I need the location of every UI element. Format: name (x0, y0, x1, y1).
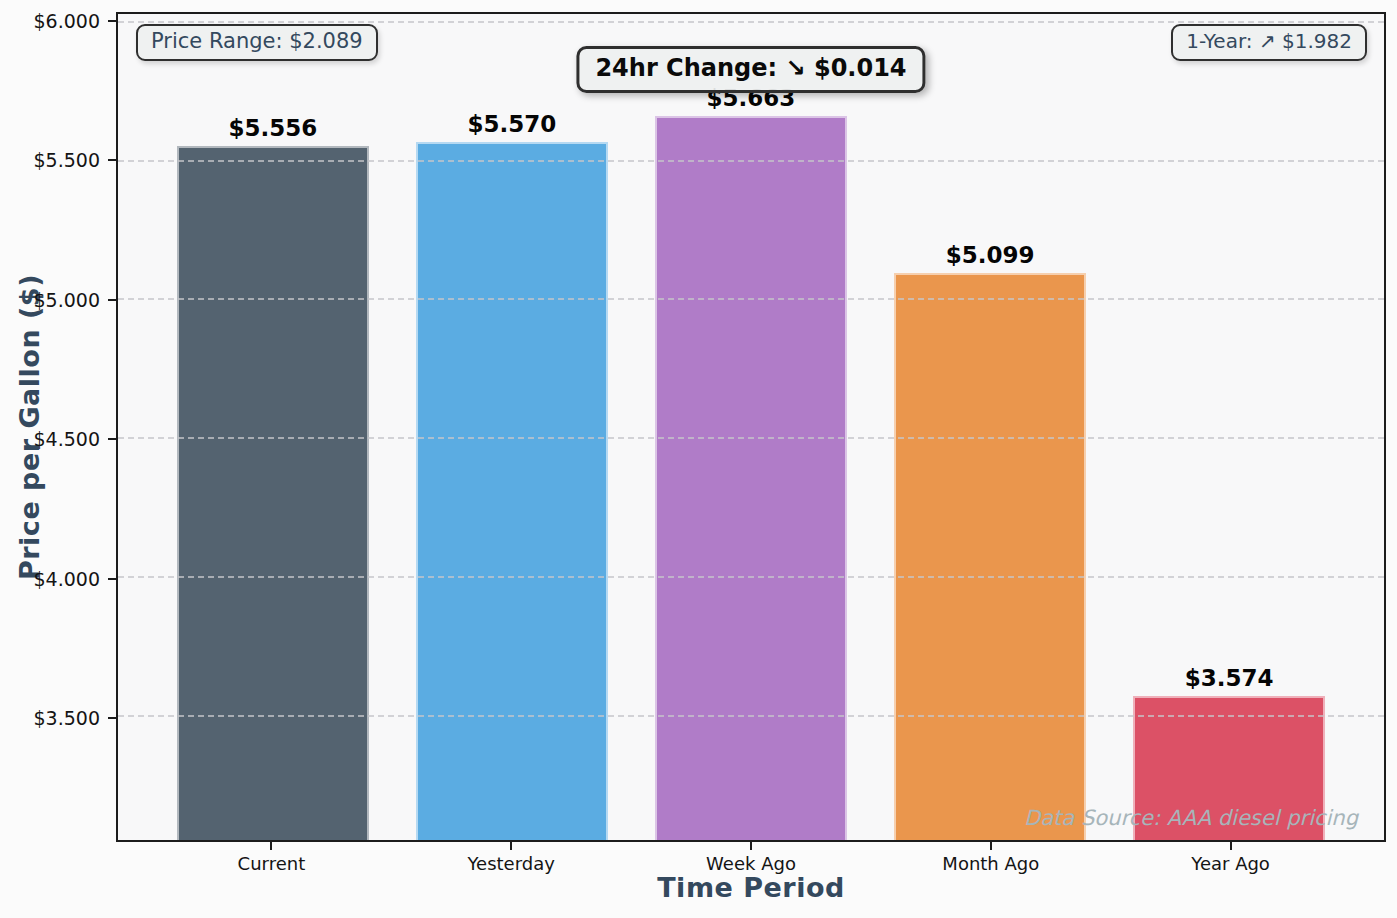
y-tick-mark (108, 717, 116, 719)
bar-value-label: $5.556 (229, 115, 318, 141)
bar-current: $5.556 (177, 146, 368, 840)
gridline (118, 21, 1384, 23)
bar-value-label: $5.099 (946, 242, 1035, 268)
x-tick-label-yesterday: Yesterday (467, 853, 554, 874)
y-tick-mark (108, 20, 116, 22)
y-tick-mark (108, 578, 116, 580)
watermark-data-source: Data Source: AAA diesel pricing (1024, 806, 1358, 830)
plot-area: $5.556 $5.570 $5.663 $5.099 $3.574 Price Ran… (116, 12, 1386, 842)
annotation-1-year: 1-Year: ↗ $1.982 (1171, 24, 1367, 61)
x-tick-label-month-ago: Month Ago (942, 853, 1039, 874)
x-tick-mark (270, 842, 272, 850)
y-tick-mark (108, 438, 116, 440)
x-tick-mark (510, 842, 512, 850)
annotation-24hr-change: 24hr Change: ↘ $0.014 (576, 46, 925, 93)
bar-week-ago: $5.663 (655, 116, 846, 840)
y-tick-label: $5.500 (34, 149, 100, 171)
annotation-price-range: Price Range: $2.089 (136, 24, 378, 61)
x-tick-mark (1230, 842, 1232, 850)
y-tick-label: $6.000 (34, 10, 100, 32)
y-tick-label: $4.500 (34, 428, 100, 450)
y-axis-ticks: $3.500 $4.000 $4.500 $5.000 $5.500 $6.000 (0, 12, 116, 842)
x-tick-label-week-ago: Week Ago (706, 853, 796, 874)
y-tick-label: $5.000 (34, 289, 100, 311)
y-tick-label: $4.000 (34, 568, 100, 590)
y-tick-label: $3.500 (34, 707, 100, 729)
y-tick-mark (108, 299, 116, 301)
x-axis-title: Time Period (116, 872, 1386, 903)
y-tick-mark (108, 159, 116, 161)
bar-value-label: $3.574 (1185, 665, 1274, 691)
bar-value-label: $5.570 (468, 111, 557, 137)
x-tick-label-current: Current (238, 853, 306, 874)
x-tick-mark (990, 842, 992, 850)
bar-month-ago: $5.099 (894, 273, 1085, 840)
bar-yesterday: $5.570 (416, 142, 607, 840)
x-tick-label-year-ago: Year Ago (1191, 853, 1270, 874)
x-tick-mark (750, 842, 752, 850)
